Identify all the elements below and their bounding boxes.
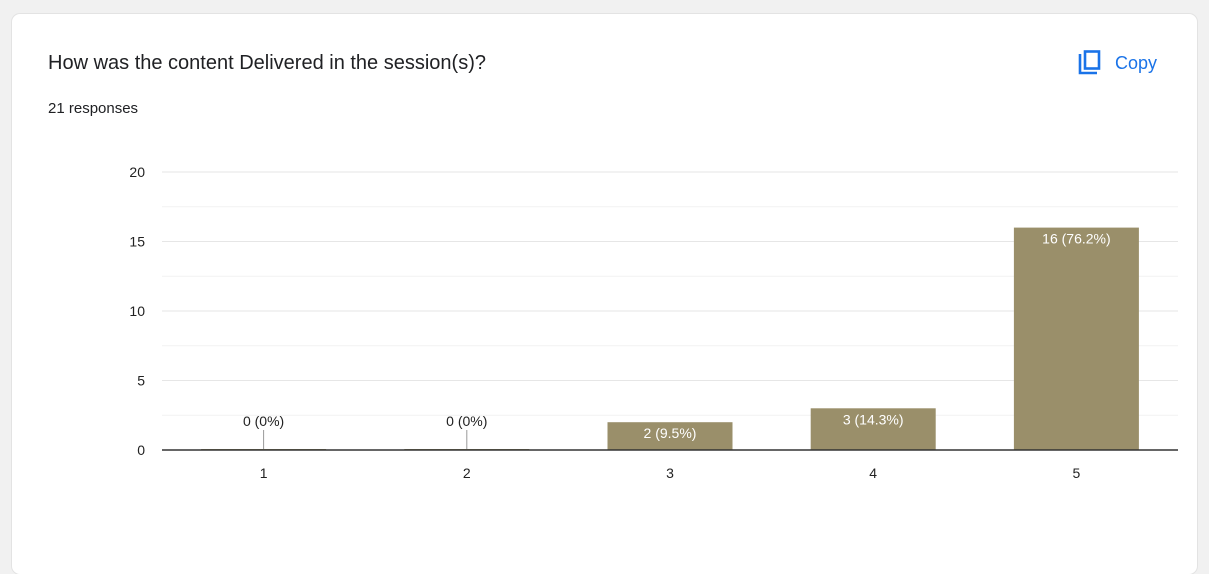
- copy-icon: [1078, 50, 1101, 75]
- y-tick-label: 20: [129, 164, 145, 180]
- x-tick-label: 4: [869, 465, 877, 481]
- y-tick-label: 5: [137, 373, 145, 389]
- copy-button[interactable]: Copy: [1077, 46, 1157, 80]
- bar: [1013, 227, 1139, 450]
- data-label: 0 (0%): [446, 413, 487, 429]
- data-label: 16 (76.2%): [1042, 231, 1110, 247]
- x-tick-label: 1: [260, 465, 268, 481]
- y-tick-label: 15: [129, 234, 145, 250]
- y-tick-label: 10: [129, 303, 145, 319]
- x-tick-label: 2: [463, 465, 471, 481]
- x-tick-label: 5: [1073, 465, 1081, 481]
- question-title: How was the content Delivered in the ses…: [48, 52, 486, 74]
- copy-button-label: Copy: [1114, 52, 1157, 73]
- bar: [810, 408, 936, 450]
- data-label: 3 (14.3%): [843, 411, 904, 427]
- y-tick-label: 0: [137, 442, 145, 458]
- data-label: 2 (9.5%): [644, 425, 697, 441]
- bar: [607, 422, 733, 450]
- data-label: 0 (0%): [243, 413, 284, 429]
- response-count: 21 responses: [48, 100, 139, 117]
- x-tick-label: 3: [666, 465, 674, 481]
- chart-card: How was the content Delivered in the ses…: [12, 14, 1197, 574]
